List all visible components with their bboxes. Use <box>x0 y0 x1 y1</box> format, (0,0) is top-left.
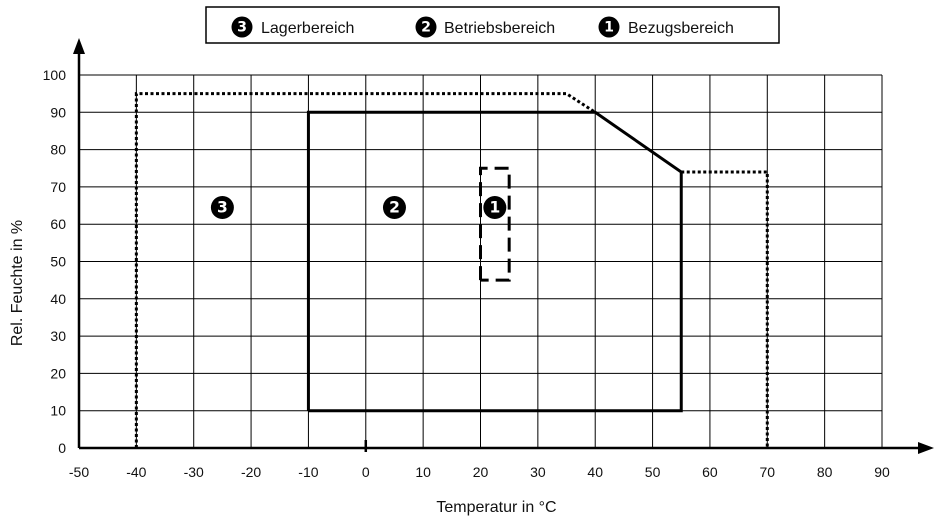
legend-marker-2-circle <box>415 16 437 38</box>
x-tick-label: 20 <box>473 464 489 480</box>
y-tick-label: 10 <box>50 403 66 419</box>
y-tick-label: 0 <box>58 440 66 456</box>
y-axis-title: Rel. Feuchte in % <box>9 220 26 346</box>
y-tick-label: 60 <box>50 216 66 232</box>
x-tick-label: 60 <box>702 464 718 480</box>
x-tick-label: 80 <box>817 464 833 480</box>
y-tick-label: 70 <box>50 179 66 195</box>
x-tick-label: 30 <box>530 464 546 480</box>
series-line-2 <box>306 110 683 413</box>
legend-marker-1-number: 1 <box>604 19 614 35</box>
region-marker-2: 2 <box>382 196 406 220</box>
x-tick-label: 90 <box>874 464 890 480</box>
y-axis-arrow <box>73 38 85 54</box>
x-tick-label: -10 <box>298 464 318 480</box>
x-axis-title: Temperatur in °C <box>436 499 556 516</box>
region-marker-2-number: 2 <box>389 198 400 216</box>
legend-marker-3-number: 3 <box>237 19 247 35</box>
legend-marker-1-circle <box>598 16 620 38</box>
x-tick-label: -30 <box>184 464 204 480</box>
legend-marker-3-circle <box>231 16 253 38</box>
x-tick-label: 70 <box>759 464 775 480</box>
y-tick-label: 30 <box>50 328 66 344</box>
legend-marker-3: 3 <box>231 16 253 38</box>
region-marker-1-number: 1 <box>489 198 500 216</box>
legend-marker-2: 2 <box>415 16 437 38</box>
y-tick-label: 80 <box>50 142 66 158</box>
series-line-3-right <box>681 170 769 448</box>
y-tick-label: 20 <box>50 365 66 381</box>
y-tick-label: 50 <box>50 254 66 270</box>
region-marker-2-circle <box>382 196 406 220</box>
region-marker-3: 3 <box>210 196 234 220</box>
x-tick-label: -50 <box>69 464 89 480</box>
legend-marker-1: 1 <box>598 16 620 38</box>
x-axis-arrow <box>918 442 934 454</box>
x-tick-label: -20 <box>241 464 261 480</box>
y-tick-label: 90 <box>50 104 66 120</box>
series-line-3 <box>134 92 597 448</box>
region-marker-3-number: 3 <box>217 198 228 216</box>
grid-lines <box>79 74 883 448</box>
y-tick-label: 40 <box>50 291 66 307</box>
legend-label-3: Lagerbereich <box>261 20 354 37</box>
x-tick-label: 10 <box>415 464 431 480</box>
x-tick-label: 0 <box>362 464 370 480</box>
region-marker-3-circle <box>210 196 234 220</box>
x-tick-label: 40 <box>587 464 603 480</box>
legend-label-1: Bezugsbereich <box>628 20 734 37</box>
legend-marker-2-number: 2 <box>421 19 431 35</box>
y-tick-label: 100 <box>43 67 67 83</box>
x-tick-label: 50 <box>645 464 661 480</box>
x-tick-label: -40 <box>126 464 146 480</box>
legend-box <box>205 6 780 44</box>
region-marker-1: 1 <box>483 196 507 220</box>
legend-label-2: Betriebsbereich <box>444 20 555 37</box>
series-line-1 <box>479 166 511 282</box>
region-marker-1-circle <box>483 196 507 220</box>
